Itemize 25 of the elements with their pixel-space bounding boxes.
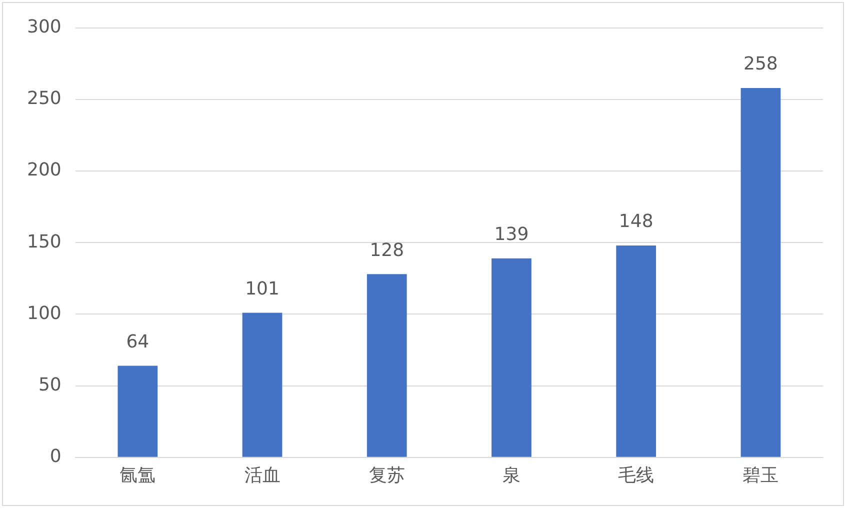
y-tick-label: 50 [38,374,62,396]
x-tick-label: 复苏 [368,464,405,486]
data-label: 258 [744,54,778,75]
bar [118,366,158,457]
bar [242,312,282,457]
data-label: 64 [126,331,150,352]
data-label: 148 [618,211,654,232]
bar [740,88,781,457]
bar [366,274,407,457]
y-tick-label: 150 [26,231,62,252]
x-tick-label: 毛线 [618,464,654,486]
y-tick-label: 200 [26,160,62,181]
y-tick-label: 0 [50,446,62,468]
x-tick-label: 泉 [502,464,520,486]
data-label: 128 [370,240,404,261]
x-tick-label: 活血 [244,464,280,486]
bar [616,245,656,457]
bar [492,258,532,457]
data-label: 101 [245,278,280,300]
y-tick-label: 250 [26,88,62,110]
y-tick-label: 100 [26,302,62,324]
x-tick-label: 氤氲 [120,464,156,486]
y-tick-label: 300 [26,16,62,38]
data-label: 139 [494,224,529,246]
x-tick-label: 碧玉 [742,464,779,486]
